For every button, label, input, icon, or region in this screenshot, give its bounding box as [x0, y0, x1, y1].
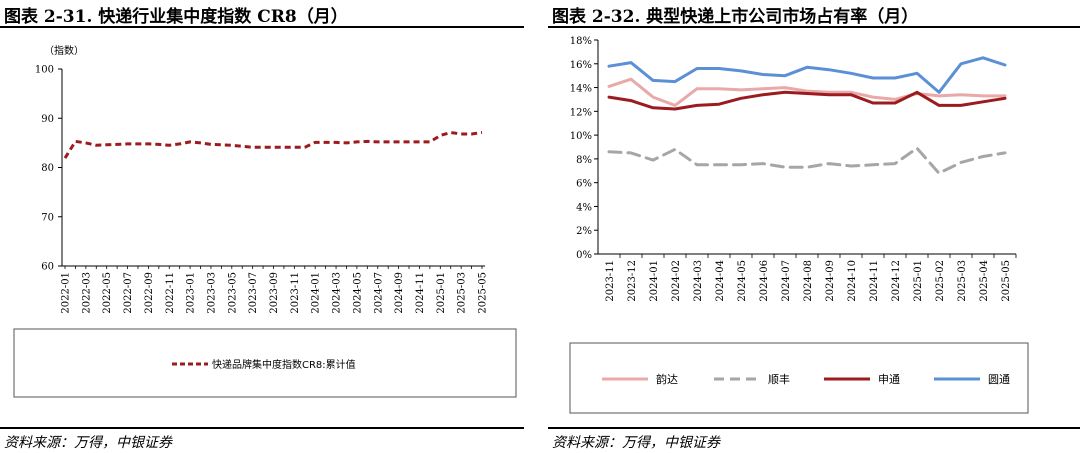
x-tick-label: 2025-01: [913, 260, 924, 302]
right-top-rule: [548, 26, 1080, 28]
legend-label-3: 圆通: [988, 373, 1010, 386]
x-tick-label: 2023-05: [227, 272, 238, 314]
y-tick-label: 100: [35, 65, 54, 76]
x-tick-label: 2024-09: [394, 272, 405, 314]
x-tick-label: 2024-06: [759, 260, 770, 302]
x-tick-label: 2025-05: [478, 272, 489, 314]
x-tick-label: 2025-05: [1001, 260, 1012, 302]
x-tick-label: 2023-01: [186, 272, 197, 314]
left-figure-title: 图表 2-31. 快递行业集中度指数 CR8（月）: [4, 7, 348, 27]
legend-label-2: 申通: [878, 373, 900, 386]
x-tick-label: 2024-02: [671, 260, 682, 302]
x-tick-label: 2025-03: [957, 260, 968, 302]
x-tick-label: 2024-11: [415, 272, 426, 314]
x-tick-label: 2024-07: [373, 272, 384, 314]
y-tick-label: 8%: [576, 155, 592, 166]
x-tick-label: 2024-07: [781, 260, 792, 302]
y-tick-label: 14%: [570, 84, 592, 95]
x-tick-label: 2022-07: [123, 272, 134, 314]
y-tick-label: 10%: [570, 131, 592, 142]
y-tick-label: 80: [41, 163, 54, 174]
x-tick-label: 2024-01: [649, 260, 660, 302]
legend-label-cr8: 快递品牌集中度指数CR8:累计值: [212, 358, 356, 371]
y-tick-label: 6%: [576, 179, 592, 190]
left-figure-panel: 图表 2-31. 快递行业集中度指数 CR8（月） （指数） 60 70 80 90 10…: [0, 0, 524, 453]
x-tick-label: 2024-08: [803, 260, 814, 302]
x-tick-label: 2024-01: [311, 272, 322, 314]
x-tick-label: 2024-09: [825, 260, 836, 302]
right-chart: 0% 2% 4% 6% 8% 10% 12% 14% 16% 18% 2023-11 2023-12 2…: [569, 36, 1029, 414]
series-line-2: [607, 90, 1007, 111]
x-tick-label: 2022-05: [102, 272, 113, 314]
x-tick-label: 2022-11: [165, 272, 176, 314]
x-tick-label: 2024-03: [693, 260, 704, 302]
right-source-note: 资料来源：万得，中银证券: [552, 435, 720, 451]
x-tick-label: 2025-03: [457, 272, 468, 314]
x-tick-label: 2023-07: [248, 272, 259, 314]
x-tick-label: 2025-04: [979, 260, 990, 302]
right-bottom-rule: [548, 427, 1080, 429]
y-tick-label: 0%: [576, 250, 592, 261]
x-tick-label: 2023-12: [627, 260, 638, 302]
legend-label-1: 顺丰: [768, 373, 790, 386]
x-tick-label: 2024-03: [332, 272, 343, 314]
x-tick-label: 2023-09: [269, 272, 280, 314]
x-tick-label: 2024-10: [847, 260, 858, 302]
y-tick-label: 16%: [570, 60, 592, 71]
right-figure-panel: 图表 2-32. 典型快递上市公司市场占有率（月） 0% 2% 4% 6% 8% 10% 1…: [548, 0, 1080, 453]
x-tick-label: 2022-09: [144, 272, 155, 314]
x-tick-label: 2022-01: [61, 272, 72, 314]
x-tick-label: 2024-04: [715, 260, 726, 302]
x-tick-label: 2024-11: [869, 260, 880, 302]
left-top-rule: [0, 26, 524, 28]
x-tick-label: 2023-03: [206, 272, 217, 314]
x-tick-label: 2023-11: [605, 260, 616, 302]
left-bottom-rule: [0, 427, 524, 429]
legend-label-0: 韵达: [656, 372, 678, 386]
x-tick-label: 2024-05: [352, 272, 363, 314]
left-chart: （指数） 60 70 80 90 100 2022-01 2022-03 2022-05 2022…: [13, 44, 517, 398]
x-tick-label: 2025-01: [436, 272, 447, 314]
x-tick-label: 2024-12: [891, 260, 902, 302]
y-tick-label: 70: [41, 212, 54, 223]
left-source-note: 资料来源：万得，中银证券: [4, 435, 172, 451]
x-tick-label: 2023-11: [290, 272, 301, 314]
legend-box: [569, 342, 1029, 414]
x-tick-label: 2024-05: [737, 260, 748, 302]
y-tick-label: 2%: [576, 226, 592, 237]
y-tick-label: 12%: [570, 107, 592, 118]
x-tick-label: 2025-02: [935, 260, 946, 302]
y-tick-label: 90: [41, 114, 54, 125]
y-tick-label: 60: [41, 262, 54, 273]
right-figure-title: 图表 2-32. 典型快递上市公司市场占有率（月）: [552, 7, 919, 27]
legend-box: [13, 328, 517, 398]
y-axis-label: （指数）: [44, 44, 84, 57]
series-line-cr8: [63, 131, 483, 159]
series-line-1: [607, 146, 1007, 175]
y-tick-label: 4%: [576, 202, 592, 213]
x-tick-label: 2022-03: [81, 272, 92, 314]
series-line-3: [607, 56, 1007, 94]
series-line-0: [607, 77, 1007, 107]
y-tick-label: 18%: [570, 36, 592, 47]
